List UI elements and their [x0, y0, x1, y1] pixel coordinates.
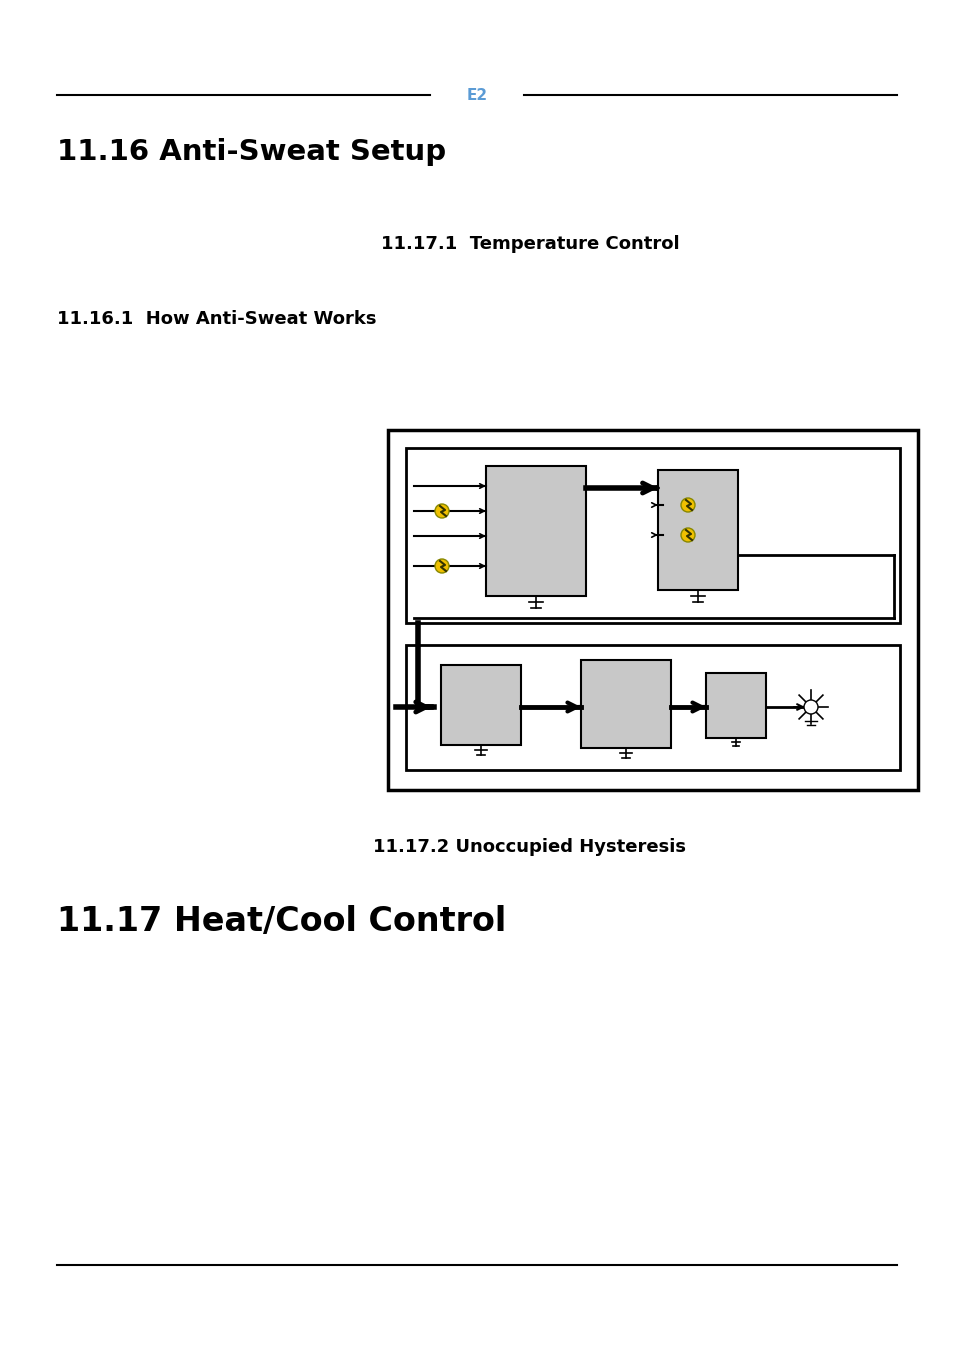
Text: 11.16.1  How Anti-Sweat Works: 11.16.1 How Anti-Sweat Works: [57, 310, 376, 328]
Bar: [406, 448, 899, 622]
Bar: [388, 431, 917, 790]
Bar: [658, 470, 738, 590]
Circle shape: [680, 498, 695, 512]
Text: 11.17.2 Unoccupied Hysteresis: 11.17.2 Unoccupied Hysteresis: [374, 838, 686, 856]
Circle shape: [803, 701, 817, 714]
Bar: [580, 660, 670, 748]
Circle shape: [680, 528, 695, 541]
Circle shape: [435, 504, 449, 518]
Text: 11.16 Anti-Sweat Setup: 11.16 Anti-Sweat Setup: [57, 138, 446, 166]
Circle shape: [435, 559, 449, 572]
Bar: [440, 666, 520, 745]
Bar: [406, 645, 899, 769]
Text: 11.17 Heat/Cool Control: 11.17 Heat/Cool Control: [57, 904, 506, 938]
Bar: [705, 674, 765, 738]
Text: 11.17.1  Temperature Control: 11.17.1 Temperature Control: [380, 235, 679, 252]
Bar: [485, 466, 585, 595]
Text: E2: E2: [466, 88, 487, 103]
